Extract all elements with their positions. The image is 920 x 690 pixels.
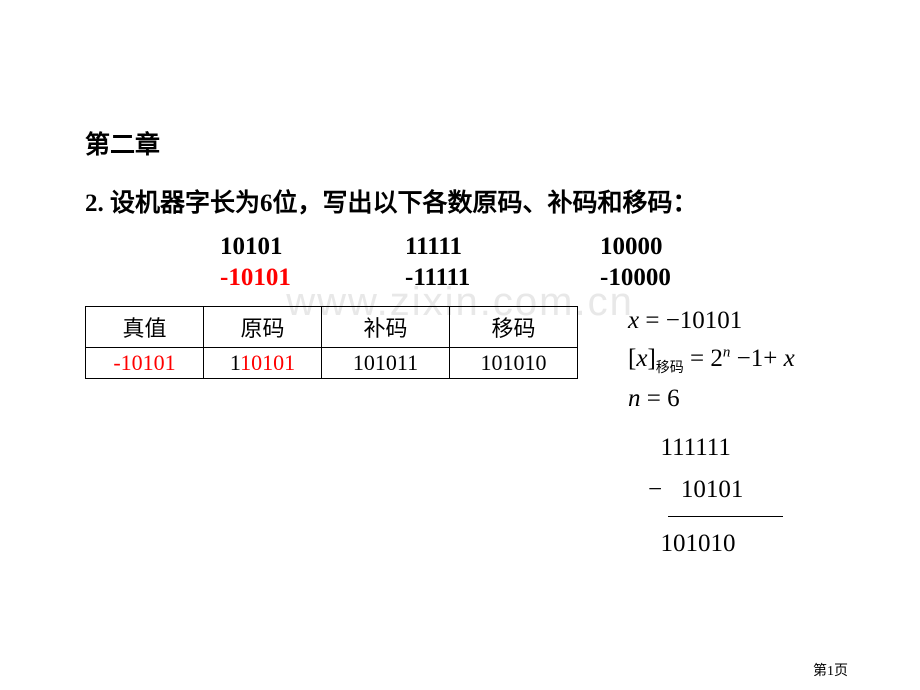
td-shift: 101010: [450, 347, 578, 378]
calc-row-2: − 10101: [648, 469, 795, 512]
td-complement: 101011: [322, 347, 450, 378]
td-truth: -10101: [86, 347, 204, 378]
table-header-row: 真值 原码 补码 移码: [86, 306, 578, 347]
eq-1: = −10101: [639, 307, 742, 334]
orig-rest: 10101: [240, 350, 295, 375]
page-content: 第二章 2. 设机器字长为6位，写出以下各数原码、补码和移码： 10101 11…: [0, 0, 920, 565]
num-r1-c3: 10000: [600, 231, 750, 262]
math-line-3: n = 6: [628, 380, 795, 419]
eq-3: = 6: [641, 385, 680, 412]
var-x-3: x: [784, 345, 795, 372]
rbracket: ]: [647, 345, 655, 372]
num-r2-c1: -10101: [220, 262, 405, 293]
math-line-1: x = −10101: [628, 302, 795, 341]
num-r2-c3: -10000: [600, 262, 750, 293]
question-text: 2. 设机器字长为6位，写出以下各数原码、补码和移码：: [85, 183, 835, 219]
calc-row-3: 101010: [648, 523, 795, 566]
math-line-2: [x]移码 = 2n −1+ x: [628, 340, 795, 380]
eq-2b: −1+: [730, 345, 783, 372]
number-row-1: 10101 11111 10000: [220, 231, 835, 262]
page-number: 第1页: [813, 660, 848, 680]
orig-prefix: 1: [230, 350, 240, 375]
var-n: n: [628, 385, 641, 412]
num-r1-c2: 11111: [405, 231, 600, 262]
number-list: 10101 11111 10000 -10101 -11111 -10000: [220, 231, 835, 294]
number-row-2: -10101 -11111 -10000: [220, 262, 835, 293]
table-row: -10101 110101 101011 101010: [86, 347, 578, 378]
lower-area: 真值 原码 补码 移码 -10101 110101 101011 101010 …: [85, 306, 835, 566]
table: 真值 原码 补码 移码 -10101 110101 101011 101010: [85, 306, 578, 379]
chapter-title: 第二章: [85, 125, 835, 161]
var-x: x: [628, 307, 639, 334]
num-r1-c1: 10101: [220, 231, 405, 262]
calculation: 111111 − 10101 101010: [648, 427, 795, 566]
calc-divider: [668, 516, 783, 517]
th-shift: 移码: [450, 306, 578, 347]
sub-shift: 移码: [656, 361, 684, 376]
th-original: 原码: [204, 306, 322, 347]
var-x-2: x: [636, 345, 647, 372]
math-derivation: x = −10101 [x]移码 = 2n −1+ x n = 6 111111…: [628, 302, 795, 566]
calc-row-1: 111111: [648, 427, 795, 470]
th-truth: 真值: [86, 306, 204, 347]
th-complement: 补码: [322, 306, 450, 347]
num-r2-c2: -11111: [405, 262, 600, 293]
eq-2a: = 2: [684, 345, 723, 372]
td-original: 110101: [204, 347, 322, 378]
code-table: 真值 原码 补码 移码 -10101 110101 101011 101010: [85, 306, 578, 379]
